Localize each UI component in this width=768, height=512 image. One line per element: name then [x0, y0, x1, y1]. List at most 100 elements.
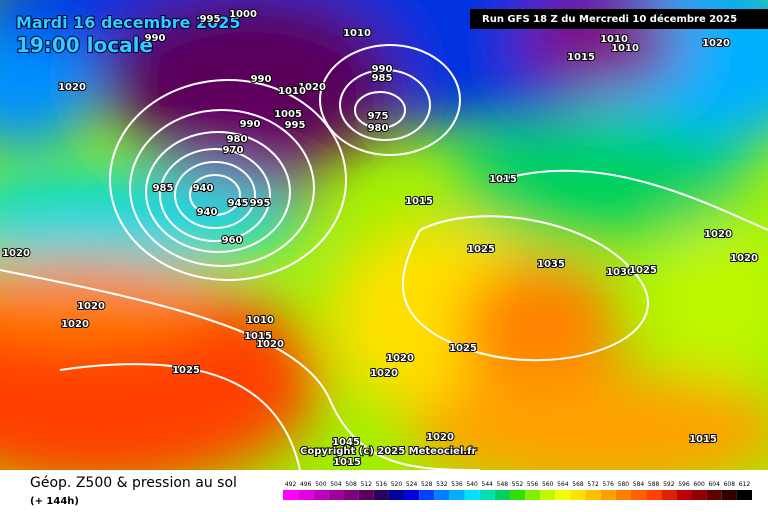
scale-label: 584 — [633, 481, 645, 488]
scale-swatch — [449, 490, 465, 500]
isobar-label: 995 — [200, 14, 221, 25]
isobar-label: 990 — [251, 74, 272, 85]
isobar-label: 1020 — [730, 253, 758, 264]
isobar-label: 960 — [222, 235, 243, 246]
scale-label: 532 — [436, 481, 448, 488]
isobar-label: 1010 — [600, 34, 628, 45]
isobar-label: 1020 — [2, 248, 30, 259]
isobar-label: 1025 — [467, 244, 495, 255]
scale-swatch — [404, 490, 420, 500]
scale-label: 612 — [739, 481, 751, 488]
isobar-label: 1020 — [58, 82, 86, 93]
scale-label: 540 — [466, 481, 478, 488]
isobar-label: 1025 — [629, 265, 657, 276]
isobar-label: 1030 — [606, 267, 634, 278]
isobar-label: 1010 — [246, 315, 274, 326]
scale-swatch — [721, 490, 737, 500]
isobar-label: 1015 — [244, 331, 272, 342]
scale-swatch — [494, 490, 510, 500]
isobar-label: 1000 — [229, 9, 257, 20]
scale-swatch — [525, 490, 541, 500]
isobar-label: 990 — [145, 33, 166, 44]
isobar-label: 1045 — [332, 437, 360, 448]
field — [0, 0, 768, 470]
isobar-label: 990 — [240, 119, 261, 130]
scale-label: 608 — [724, 481, 736, 488]
footer-lead: (+ 144h) — [30, 496, 79, 507]
scale-swatch — [358, 490, 374, 500]
scale-swatch — [419, 490, 435, 500]
isobar-label: 1020 — [256, 339, 284, 350]
scale-swatch — [736, 490, 752, 500]
isobar-label: 1015 — [689, 434, 717, 445]
scale-swatch — [298, 490, 314, 500]
run-label: Run GFS 18 Z du Mercredi 10 décembre 202… — [482, 13, 737, 25]
scale-label: 600 — [693, 481, 705, 488]
scale-label: 500 — [315, 481, 327, 488]
scale-swatch — [630, 490, 647, 500]
isobar-label: 995 — [285, 120, 306, 131]
isobar-label: 1020 — [298, 82, 326, 93]
isobar-label: 985 — [372, 73, 393, 84]
isobar-label: 1020 — [370, 368, 398, 379]
scale-label: 596 — [678, 481, 690, 488]
copyright: Copyright (c) 2025 Meteociel.fr — [300, 446, 477, 457]
scale-label: 576 — [603, 481, 615, 488]
isobar-label: 1015 — [489, 174, 517, 185]
isobar-label: 1025 — [172, 365, 200, 376]
isobar-label: 970 — [223, 145, 244, 156]
isobar-label: 990 — [372, 64, 393, 75]
scale-swatch — [313, 490, 329, 500]
scale-swatch — [691, 490, 707, 500]
scale-label: 536 — [451, 481, 463, 488]
isobar-label: 940 — [193, 183, 214, 194]
isobar-label: 1025 — [449, 343, 477, 354]
isobar-label: 980 — [227, 134, 248, 145]
scale-label: 504 — [330, 481, 342, 488]
scale-swatch — [555, 490, 571, 500]
scale-label: 548 — [497, 481, 509, 488]
scale-swatch — [464, 490, 480, 500]
isobar-label: 1005 — [274, 109, 302, 120]
footer-title: Géop. Z500 & pression au sol — [30, 475, 237, 491]
isobar-label: 1020 — [702, 38, 730, 49]
time-label: 19:00 locale — [16, 33, 153, 57]
isobar-label: 995 — [250, 198, 271, 209]
isobar-label: 1010 — [278, 86, 306, 97]
scale-swatch — [283, 490, 299, 500]
scale-label: 552 — [512, 481, 524, 488]
scale-swatch — [661, 490, 677, 500]
scale-label: 588 — [648, 481, 660, 488]
scale-swatch — [434, 490, 450, 500]
scale-label: 560 — [542, 481, 554, 488]
scale-swatch — [388, 490, 405, 500]
scale-label: 544 — [482, 481, 494, 488]
scale-label: 572 — [587, 481, 599, 488]
isobar-label: 1010 — [611, 43, 639, 54]
scale-swatch — [676, 490, 692, 500]
scale-label: 528 — [421, 481, 433, 488]
isobar-label: 945 — [228, 198, 249, 209]
scale-label: 568 — [572, 481, 584, 488]
scale-swatch — [479, 490, 495, 500]
isobar-label: 1020 — [77, 301, 105, 312]
scale-label: 564 — [557, 481, 569, 488]
scale-swatch — [540, 490, 556, 500]
date-label: Mardi 16 decembre 2025 — [16, 13, 241, 32]
scale-swatch — [343, 490, 359, 500]
isobar-label: 1035 — [537, 259, 565, 270]
isobar-label: 1020 — [61, 319, 89, 330]
scale-swatch — [600, 490, 616, 500]
scale-swatch — [646, 490, 662, 500]
scale-label: 520 — [391, 481, 403, 488]
scale-swatch — [706, 490, 722, 500]
isobar-label: 975 — [368, 111, 389, 122]
scale-swatch — [328, 490, 344, 500]
isobar-label: 1015 — [567, 52, 595, 63]
scale-swatch — [373, 490, 389, 500]
isobars — [0, 44, 768, 470]
isobar-label: 985 — [153, 183, 174, 194]
isobar-label: 980 — [368, 123, 389, 134]
